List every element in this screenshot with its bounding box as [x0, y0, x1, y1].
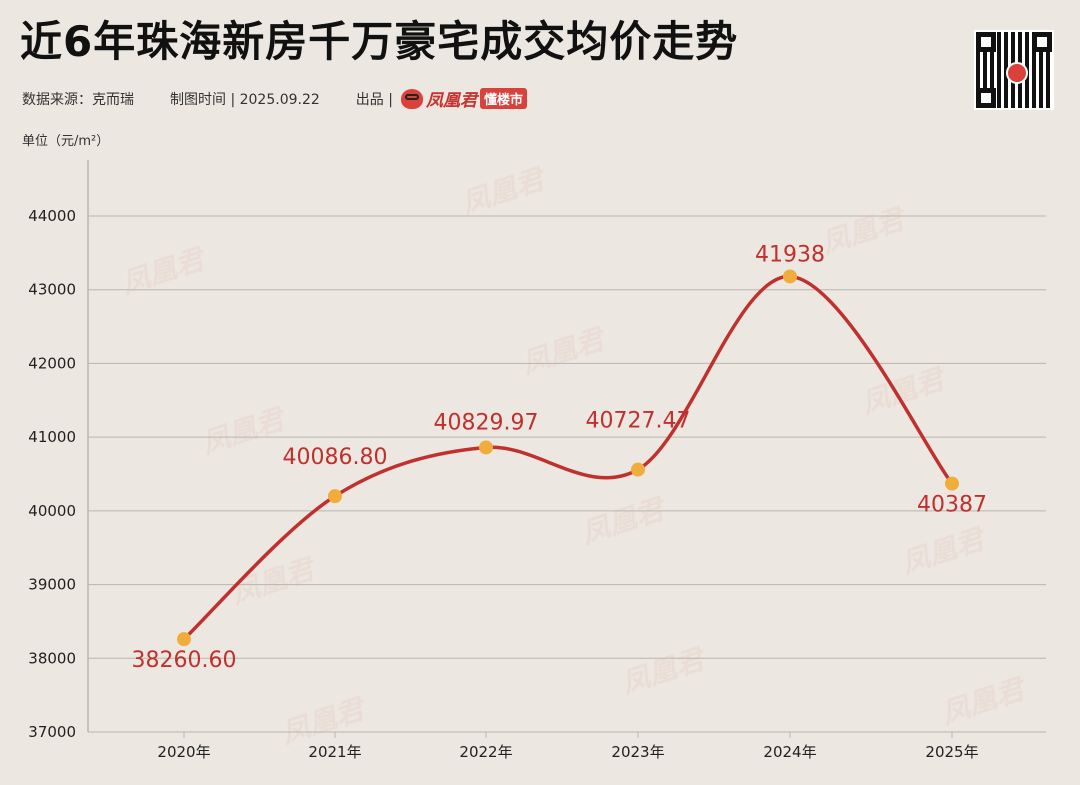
data-point — [177, 632, 191, 647]
y-tick-label: 40000 — [28, 502, 76, 520]
y-tick-label: 39000 — [28, 576, 76, 594]
data-point — [479, 440, 493, 455]
y-tick-label: 38000 — [28, 649, 76, 667]
x-tick-label: 2022年 — [459, 743, 512, 761]
x-tick-label: 2023年 — [611, 743, 664, 761]
page-title: 近6年珠海新房千万豪宅成交均价走势 — [20, 17, 739, 66]
data-label: 40829.97 — [434, 410, 539, 435]
x-tick-label: 2021年 — [308, 743, 361, 761]
data-label: 41938 — [755, 242, 825, 267]
x-tick-label: 2024年 — [763, 743, 816, 761]
y-tick-label: 44000 — [28, 207, 76, 225]
brand-name: 凤凰君 — [425, 91, 477, 111]
y-axis-unit-label: 单位（元/m²） — [22, 134, 110, 149]
data-point — [328, 489, 342, 504]
qr-code-icon — [974, 30, 1054, 110]
source-text: 数据来源：克而瑞 — [22, 91, 134, 108]
data-point — [783, 269, 797, 284]
data-point — [631, 462, 645, 477]
brand-tag: 懂楼市 — [479, 88, 527, 109]
y-tick-label: 43000 — [28, 281, 76, 299]
y-tick-label: 42000 — [28, 354, 76, 372]
data-label: 40387 — [917, 493, 987, 518]
data-point — [945, 476, 959, 491]
date-text: 制图时间 | 2025.09.22 — [170, 91, 320, 108]
y-tick-label: 41000 — [28, 428, 76, 446]
meta-line: 数据来源：克而瑞 制图时间 | 2025.09.22 出品 | 凤凰君 懂楼市 — [22, 86, 527, 111]
series-line — [182, 274, 954, 641]
data-label: 38260.60 — [132, 648, 237, 673]
mascot-icon — [400, 88, 423, 109]
data-label: 40727.47 — [586, 409, 691, 434]
brand-logo: 凤凰君 懂楼市 — [400, 86, 527, 111]
y-tick-label: 37000 — [28, 723, 76, 741]
data-label: 40086.80 — [283, 445, 388, 470]
x-tick-label: 2025年 — [925, 743, 978, 761]
x-tick-label: 2020年 — [157, 743, 210, 761]
producer-text: 出品 | — [355, 91, 393, 108]
